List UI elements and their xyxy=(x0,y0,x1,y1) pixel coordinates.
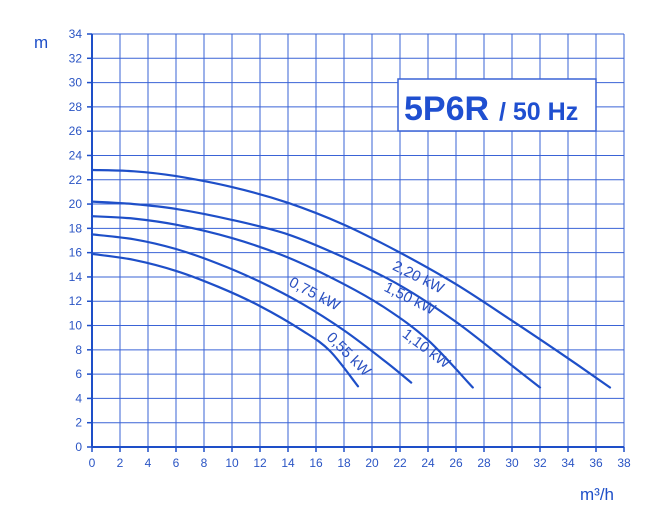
y-tick-label: 6 xyxy=(75,367,82,381)
x-tick-label: 10 xyxy=(225,456,239,470)
y-tick-label: 22 xyxy=(69,173,83,187)
x-tick-label: 22 xyxy=(393,456,407,470)
y-tick-label: 0 xyxy=(75,440,82,454)
x-axis-label: m³/h xyxy=(580,485,614,504)
curve-0-55-kw xyxy=(90,252,360,388)
curve-0-75-kw xyxy=(90,233,413,384)
y-tick-label: 8 xyxy=(75,343,82,357)
x-tick-label: 20 xyxy=(365,456,379,470)
y-tick-label: 32 xyxy=(69,51,83,65)
curve-label: 1,10 kW xyxy=(399,326,454,373)
y-tick-label: 12 xyxy=(69,294,83,308)
chart-title: 5P6R xyxy=(404,90,489,128)
x-tick-label: 8 xyxy=(201,456,208,470)
chart-subtitle: / 50 Hz xyxy=(499,98,578,126)
curve-1-50-kw xyxy=(90,200,542,389)
x-tick-label: 28 xyxy=(477,456,491,470)
y-axis-label: m xyxy=(34,33,48,52)
y-tick-label: 2 xyxy=(75,416,82,430)
x-tick-label: 4 xyxy=(145,456,152,470)
y-tick-label: 18 xyxy=(69,221,83,235)
y-tick-label: 30 xyxy=(69,76,83,90)
x-tick-label: 2 xyxy=(117,456,124,470)
x-tick-label: 16 xyxy=(309,456,323,470)
y-tick-label: 34 xyxy=(69,27,83,41)
curves xyxy=(90,168,612,389)
x-tick-label: 26 xyxy=(449,456,463,470)
curve-2-20-kw xyxy=(90,168,612,389)
title-box xyxy=(397,78,597,132)
x-tick-label: 38 xyxy=(617,456,631,470)
y-tick-label: 4 xyxy=(75,391,82,405)
x-tick-label: 24 xyxy=(421,456,435,470)
tick-labels: 0 2 4 6 8 10 12 14 16 18 20 22 24 26 28 30 32 34 36 3802468… xyxy=(69,27,631,470)
curve-1-10-kw xyxy=(90,215,474,389)
axes xyxy=(87,33,625,452)
x-tick-label: 30 xyxy=(505,456,519,470)
x-tick-label: 14 xyxy=(281,456,295,470)
x-tick-label: 36 xyxy=(589,456,603,470)
y-tick-label: 28 xyxy=(69,100,83,114)
y-tick-label: 24 xyxy=(69,148,83,162)
x-tick-label: 6 xyxy=(173,456,180,470)
y-tick-label: 26 xyxy=(69,124,83,138)
y-tick-label: 20 xyxy=(69,197,83,211)
x-tick-label: 34 xyxy=(561,456,575,470)
y-tick-label: 10 xyxy=(69,319,83,333)
x-tick-label: 18 xyxy=(337,456,351,470)
x-tick-label: 12 xyxy=(253,456,267,470)
y-tick-label: 14 xyxy=(69,270,83,284)
x-tick-label: 32 xyxy=(533,456,547,470)
curve-labels: 2,20 kW1,50 kW1,10 kW0,75 kW0,55 kW xyxy=(286,257,454,380)
x-tick-label: 0 xyxy=(89,456,96,470)
y-tick-label: 16 xyxy=(69,246,83,260)
